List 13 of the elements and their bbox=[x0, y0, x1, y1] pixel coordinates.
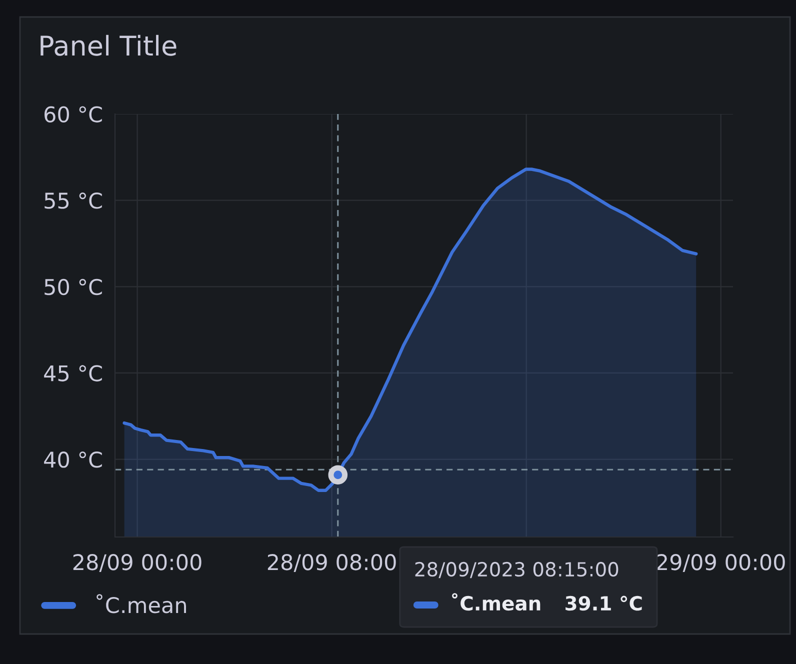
text: 39.1 °C bbox=[566, 596, 642, 611]
y-tick-label: 60 °C bbox=[44, 106, 102, 122]
y-tick-label: 55 °C bbox=[44, 192, 102, 209]
y-tick-label: 50 °C bbox=[44, 278, 102, 296]
x-tick-label: 29/09 00:00 bbox=[656, 554, 785, 572]
chart-title: Panel Title bbox=[40, 34, 176, 56]
text: 28/09/2023 08:15:00 bbox=[415, 562, 618, 578]
y-tick-label: 45 °C bbox=[44, 365, 102, 382]
text: ˚C.mean bbox=[452, 593, 540, 611]
x-tick-label: 28/09 08:00 bbox=[268, 554, 396, 572]
y-tick-label: 40 °C bbox=[44, 452, 102, 468]
legend-label: ˚C.mean bbox=[96, 594, 186, 614]
x-tick-label: 28/09 00:00 bbox=[73, 554, 202, 572]
